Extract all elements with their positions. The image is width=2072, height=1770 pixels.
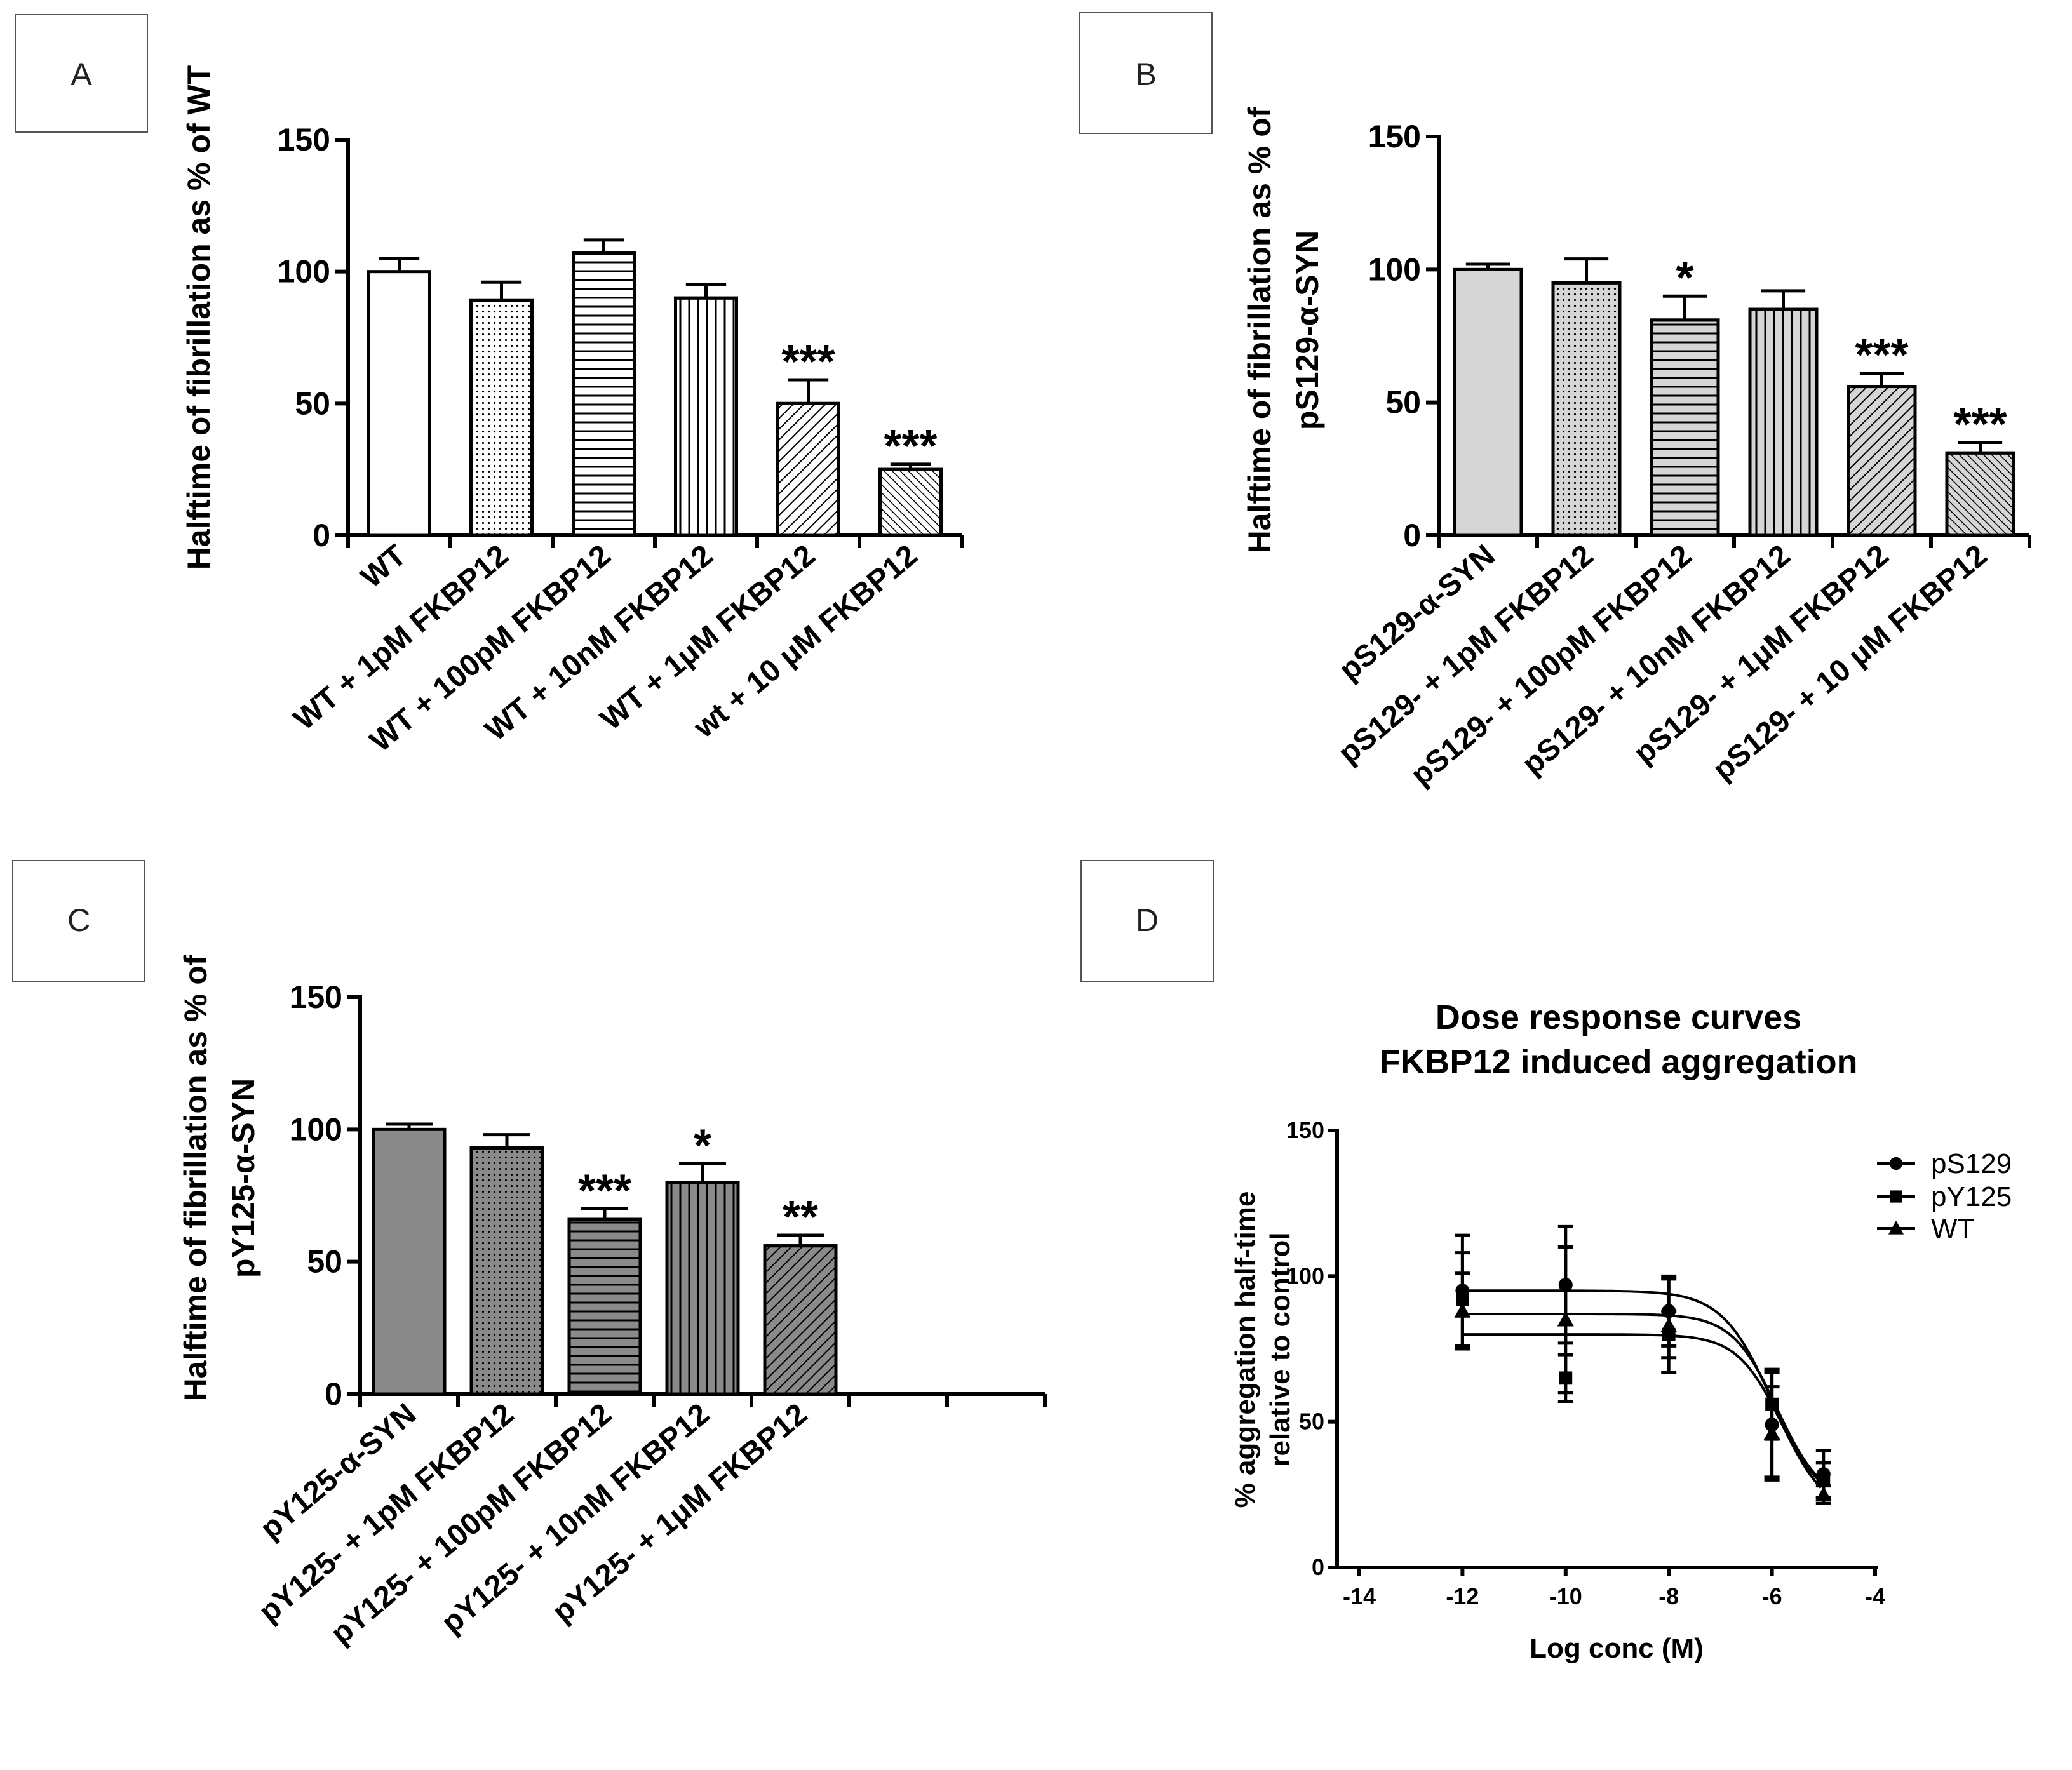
chart-c-y-tick-label: 0 [325, 1376, 342, 1412]
chart-a-bar-pattern [674, 296, 738, 537]
panel-label-d: D [1080, 860, 1214, 982]
chart-a-y-tick-label: 50 [295, 386, 330, 421]
chart-b-bar [1453, 267, 1523, 537]
chart-d-wt-point [1763, 1425, 1780, 1440]
chart-d-y-tick-label: 0 [1312, 1554, 1324, 1580]
chart-a-bar [367, 270, 431, 537]
chart-b-ylabel-line2: pS129-α-SYN [1289, 231, 1325, 430]
panel-label-a: A [15, 14, 148, 133]
chart-a: Halftime of fibrillation as % of WT 0 50 1… [181, 65, 964, 758]
chart-d-wt-point [1660, 1317, 1678, 1332]
chart-c-bar-pattern [567, 1217, 642, 1396]
chart-d-y-tick-label: 100 [1286, 1263, 1324, 1289]
chart-b-y-tick-label: 0 [1403, 518, 1421, 553]
chart-c-y-tick-label: 50 [307, 1244, 342, 1280]
chart-c-significance: ** [783, 1192, 818, 1243]
chart-d-x-tick-label: -14 [1343, 1583, 1376, 1609]
chart-c-y-tick-label: 150 [290, 979, 342, 1015]
chart-d-title-line1: Dose response curves [1436, 998, 1801, 1036]
chart-d-title-line2: FKBP12 induced aggregation [1379, 1043, 1857, 1081]
chart-b-y-tick-label: 150 [1368, 119, 1421, 154]
chart-b-ylabel-line1: Halftime of fibrillation as % of [1242, 107, 1277, 553]
chart-d-x-tick-label: -8 [1658, 1583, 1679, 1609]
panel-label-c: C [12, 860, 145, 982]
chart-d-wt-point [1815, 1486, 1832, 1501]
chart-b-y-tick-label: 50 [1385, 385, 1421, 420]
chart-d-xlabel: Log conc (M) [1530, 1633, 1704, 1664]
chart-c: Halftime of fibrillation as % of pY125-α… [178, 955, 1047, 1651]
chart-d-wt-point [1454, 1303, 1471, 1318]
chart-a-ylabel: Halftime of fibrillation as % of WT [181, 65, 217, 570]
chart-a-bar-pattern [776, 401, 840, 537]
chart-d-x-tick-label: -4 [1865, 1583, 1885, 1609]
chart-d-y-tick-label: 50 [1299, 1409, 1324, 1435]
chart-a-y-tick-label: 0 [313, 518, 330, 553]
chart-b-significance: *** [1953, 399, 2007, 450]
chart-b: Halftime of fibrillation as % of pS129-α… [1242, 107, 2031, 793]
chart-a-y-tick-label: 150 [278, 122, 330, 158]
chart-d-x-tick-label: -10 [1549, 1583, 1582, 1609]
chart-d-py125-point [1817, 1473, 1831, 1487]
chart-b-bar-pattern [1650, 318, 1720, 537]
chart-c-bar [372, 1127, 447, 1396]
chart-a-bar-pattern [878, 467, 943, 537]
panel-letter-b: B [1135, 57, 1156, 92]
chart-d-legend-ps129-label: pS129 [1931, 1148, 2012, 1179]
chart-d-wt-fit-curve [1462, 1333, 1822, 1489]
panel-letter-d: D [1136, 902, 1159, 938]
chart-d-legend-ps129-marker [1889, 1157, 1903, 1170]
panel-letter-a: A [71, 57, 92, 92]
chart-b-bar-pattern [1945, 451, 2015, 537]
chart-d-legend-wt-label: WT [1931, 1213, 1974, 1244]
chart-c-bar-pattern [469, 1146, 544, 1396]
chart-c-bar-pattern [763, 1244, 838, 1396]
chart-b-bar-pattern [1551, 281, 1622, 537]
panel-label-b: B [1079, 12, 1213, 134]
chart-a-significance: *** [884, 421, 937, 472]
chart-c-y-tick-label: 100 [290, 1111, 342, 1147]
chart-a-bar-pattern [572, 251, 636, 537]
chart-b-y-tick-label: 100 [1368, 251, 1421, 287]
chart-d-wt-point [1557, 1311, 1574, 1327]
chart-a-bar-pattern [469, 298, 534, 537]
chart-d-legend-wt-marker [1888, 1221, 1904, 1235]
chart-d: Dose response curves FKBP12 induced aggr… [1230, 998, 2012, 1664]
chart-a-y-tick-label: 100 [278, 254, 330, 290]
chart-b-bar-pattern [1847, 385, 1917, 537]
chart-c-ylabel-line1: Halftime of fibrillation as % of [178, 955, 213, 1401]
chart-c-significance: * [694, 1121, 711, 1172]
chart-d-py125-fit-curve [1462, 1313, 1822, 1481]
chart-b-significance: * [1676, 253, 1693, 304]
chart-b-bar-pattern [1748, 307, 1819, 537]
chart-d-x-tick-label: -6 [1762, 1583, 1782, 1609]
chart-c-ylabel-line2: pY125-α-SYN [225, 1078, 261, 1278]
chart-b-significance: *** [1855, 330, 1908, 381]
chart-d-ylabel-line1: % aggregation half-time [1230, 1191, 1261, 1508]
chart-d-x-tick-label: -12 [1446, 1583, 1479, 1609]
chart-d-legend-py125-marker [1890, 1190, 1902, 1203]
panel-letter-c: C [67, 902, 90, 938]
chart-a-significance: *** [781, 337, 835, 387]
chart-a-x-tick-label: WT [354, 539, 412, 595]
chart-c-significance: *** [578, 1165, 631, 1216]
chart-d-y-tick-label: 150 [1286, 1117, 1324, 1143]
chart-d-legend-py125-label: pY125 [1931, 1181, 2012, 1212]
chart-d-ylabel-line2: relative to control [1265, 1232, 1296, 1466]
chart-c-bar-pattern [665, 1181, 740, 1396]
